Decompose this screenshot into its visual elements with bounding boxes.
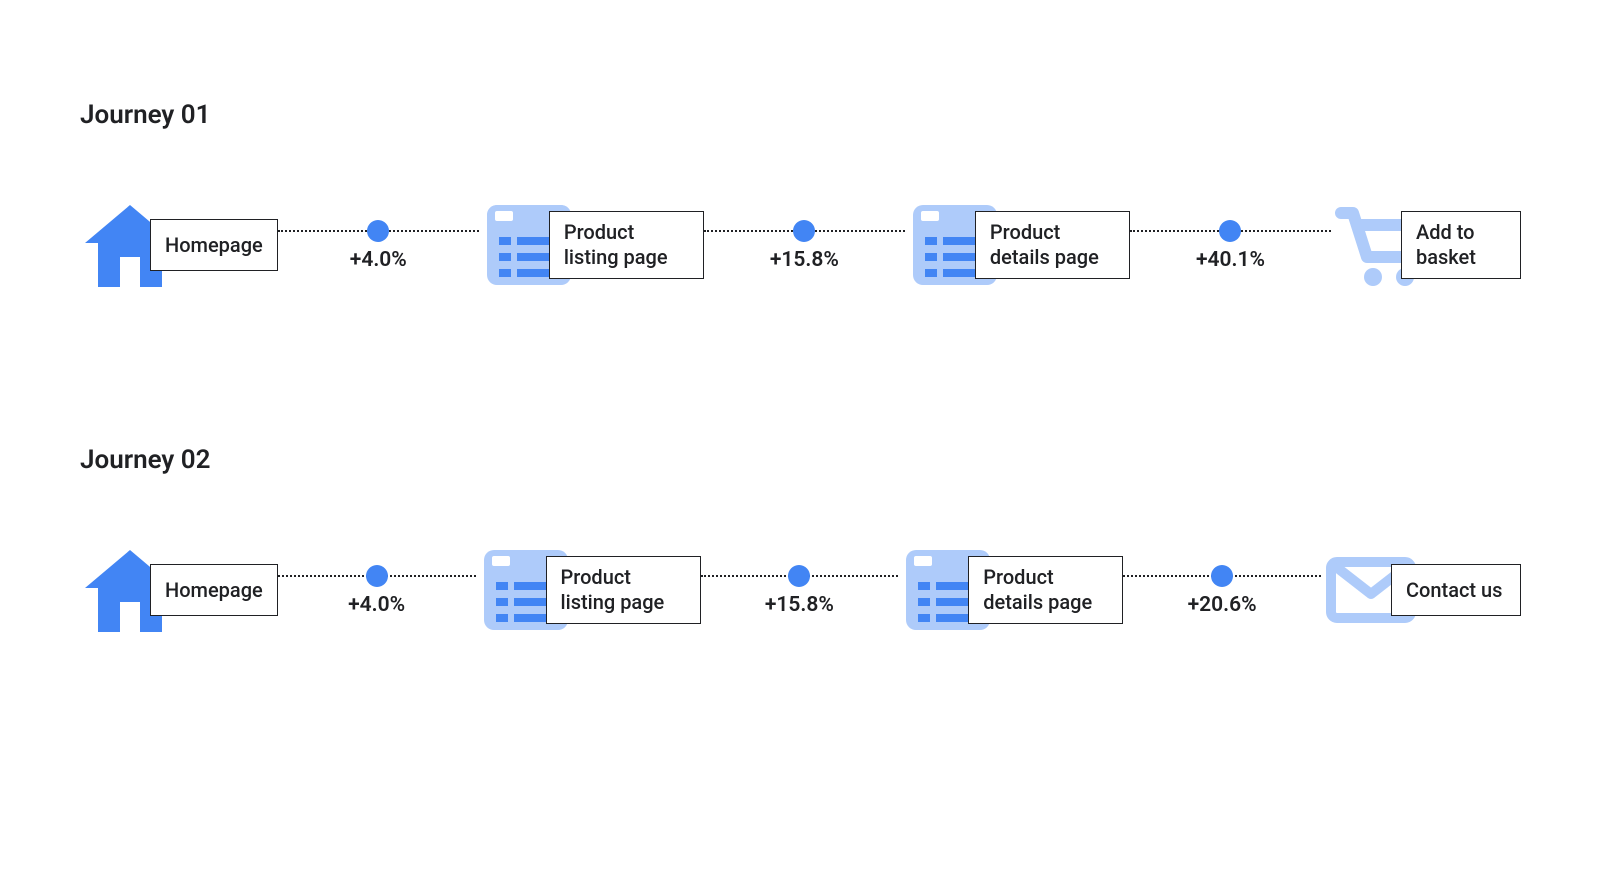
- connector: +15.8%: [704, 220, 905, 270]
- step-details: Product details page: [905, 195, 1130, 295]
- journey-01: Journey 01 Homepage +4.0%: [80, 100, 1521, 305]
- connector: +4.0%: [278, 565, 476, 615]
- step-basket: Add to basket: [1331, 195, 1521, 295]
- step-label: Product listing page: [549, 211, 704, 279]
- connector: +20.6%: [1123, 565, 1321, 615]
- connector: +40.1%: [1130, 220, 1331, 270]
- step-homepage: Homepage: [80, 540, 278, 640]
- journey-02: Journey 02 Homepage +4.0%: [80, 445, 1521, 650]
- step-contact: Contact us: [1321, 540, 1521, 640]
- step-label: Product details page: [975, 211, 1130, 279]
- connector-metric: +20.6%: [1188, 593, 1257, 617]
- step-label: Contact us: [1391, 564, 1521, 616]
- step-homepage: Homepage: [80, 195, 278, 295]
- step-label: Homepage: [150, 564, 278, 616]
- connector-metric: +15.8%: [765, 593, 834, 617]
- step-label: Product details page: [968, 556, 1123, 624]
- connector: +4.0%: [278, 220, 479, 270]
- connector-metric: +40.1%: [1196, 248, 1265, 272]
- connector-metric: +4.0%: [348, 593, 405, 617]
- connector-dot-icon: [788, 565, 810, 587]
- connector-dot-icon: [793, 220, 815, 242]
- step-label: Homepage: [150, 219, 278, 271]
- connector-metric: +4.0%: [350, 248, 407, 272]
- journey-title: Journey 01: [80, 100, 1521, 130]
- connector: +15.8%: [701, 565, 899, 615]
- journey-title: Journey 02: [80, 445, 1521, 475]
- journey-flow: Homepage +4.0% Product listing page: [80, 530, 1521, 650]
- step-label: Add to basket: [1401, 211, 1521, 279]
- step-details: Product details page: [898, 540, 1123, 640]
- journey-flow: Homepage +4.0% Product listi: [80, 185, 1521, 305]
- step-listing: Product listing page: [476, 540, 701, 640]
- connector-dot-icon: [366, 565, 388, 587]
- connector-dot-icon: [1219, 220, 1241, 242]
- connector-dot-icon: [367, 220, 389, 242]
- connector-dot-icon: [1211, 565, 1233, 587]
- connector-metric: +15.8%: [770, 248, 839, 272]
- step-label: Product listing page: [546, 556, 701, 624]
- step-listing: Product listing page: [479, 195, 704, 295]
